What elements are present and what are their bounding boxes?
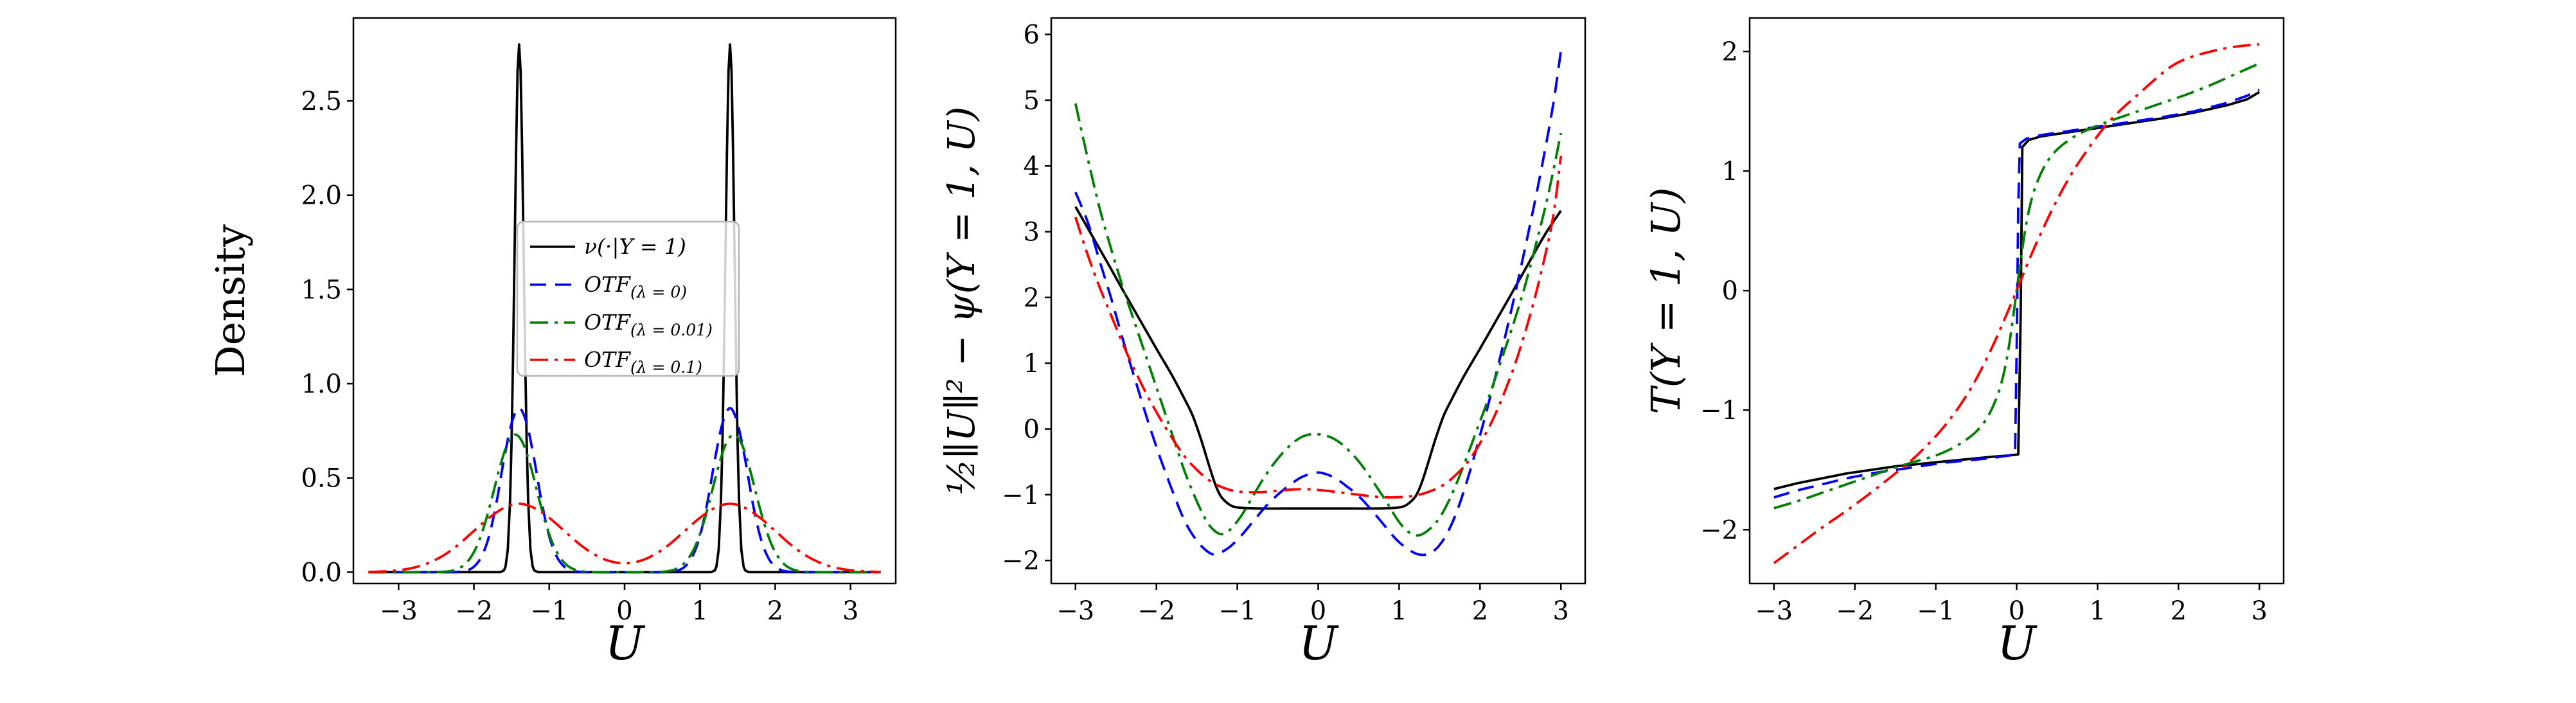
axes-frame	[1748, 17, 2285, 585]
x-tick-label: 0	[1310, 596, 1326, 626]
y-tick-label: 6	[1024, 21, 1040, 50]
potential-panel-series	[1074, 50, 1563, 556]
density-panel: −3 −2 −1 0 1 2 3 0.0 0.5 1.0 1.5 2.0 2.5 U Density ν(·|…	[207, 17, 897, 670]
x-tick-label: 2	[767, 596, 783, 626]
x-tick-label: 3	[2252, 596, 2268, 626]
x-tick-label: 2	[1472, 596, 1488, 626]
series-otf-0	[1074, 50, 1563, 556]
x-tick-label: 1	[2090, 596, 2106, 626]
y-tick-label: −2	[1700, 515, 1738, 545]
y-axis-label: Density	[207, 224, 254, 377]
y-tick-label: 1	[1024, 349, 1040, 378]
y-axis-ticks: −2 −1 0 1 2 3 4 5 6	[1002, 21, 1051, 576]
series-otf-0	[1773, 88, 2261, 499]
y-tick-label: 1.0	[301, 369, 342, 399]
x-tick-label: 3	[1553, 596, 1569, 626]
x-tick-label: 3	[842, 596, 858, 626]
series-otf-001	[368, 433, 881, 574]
y-tick-label: 3	[1024, 218, 1040, 247]
series-otf-01	[368, 503, 881, 573]
y-tick-label: 1.5	[301, 275, 342, 305]
y-tick-label: 0	[1024, 415, 1040, 445]
x-tick-label: −3	[1056, 596, 1094, 626]
potential-panel: −3 −2 −1 0 1 2 3 −2 −1 0 1 2 3 4 5 6 U ½∥U∥² − ψ(Y = 1, U…	[939, 17, 1586, 670]
axes-frame	[1050, 17, 1586, 585]
y-axis-label: T(Y = 1, U)	[1642, 187, 1689, 414]
series-nu	[1074, 206, 1562, 510]
x-tick-label: −2	[455, 596, 493, 626]
series-otf-01	[1773, 43, 2260, 564]
y-tick-label: 4	[1024, 152, 1040, 181]
legend-entry: ν(·|Y = 1)	[530, 234, 686, 259]
x-tick-label: 2	[2171, 596, 2187, 626]
series-otf-001	[1074, 103, 1563, 537]
x-tick-label: −1	[1917, 596, 1955, 626]
x-tick-label: −3	[380, 596, 418, 626]
x-tick-label: 1	[1391, 596, 1407, 626]
y-tick-label: −1	[1700, 396, 1738, 425]
y-axis-ticks: 0.0 0.5 1.0 1.5 2.0 2.5	[301, 87, 353, 587]
x-axis-ticks: −3 −2 −1 0 1 2 3	[380, 583, 858, 626]
y-tick-label: 5	[1024, 86, 1040, 116]
y-tick-label: 2.5	[301, 87, 342, 116]
legend: ν(·|Y = 1)OTF(λ = 0)OTF(λ = 0.01)OTF(λ =…	[516, 220, 740, 377]
y-axis-ticks: −2 −1 0 1 2	[1700, 37, 1750, 545]
transport-panel-series	[1773, 43, 2261, 564]
y-tick-label: −2	[1002, 546, 1040, 576]
y-tick-label: 2	[1024, 283, 1040, 313]
y-tick-label: 2.0	[301, 181, 342, 211]
x-tick-label: −1	[1218, 596, 1256, 626]
x-tick-label: −2	[1836, 596, 1874, 626]
density-panel-series	[368, 43, 881, 574]
y-tick-label: 1	[1722, 157, 1738, 186]
y-tick-label: 0	[1722, 276, 1738, 306]
y-tick-label: 0.0	[301, 558, 342, 587]
series-otf-01	[1074, 156, 1563, 499]
x-axis-label: U	[1997, 616, 2038, 670]
x-tick-label: 0	[616, 596, 632, 626]
x-axis-label: U	[605, 616, 646, 670]
series-otf-0	[368, 407, 881, 574]
series-otf-001	[1773, 62, 2260, 510]
y-tick-label: −1	[1002, 481, 1040, 510]
x-tick-label: 1	[691, 596, 707, 626]
legend-label: ν(·|Y = 1)	[584, 234, 686, 259]
x-tick-label: 0	[2009, 596, 2025, 626]
transport-panel: −3 −2 −1 0 1 2 3 −2 −1 0 1 2 U T(Y = 1, U)	[1642, 17, 2285, 670]
legend-box	[516, 220, 740, 377]
x-axis-ticks: −3 −2 −1 0 1 2 3	[1755, 583, 2268, 626]
x-tick-label: −3	[1755, 596, 1793, 626]
y-tick-label: 0.5	[301, 464, 342, 494]
y-tick-label: 2	[1722, 37, 1738, 67]
y-axis-label: ½∥U∥² − ψ(Y = 1, U)	[939, 107, 983, 495]
x-tick-label: −1	[530, 596, 568, 626]
x-axis-label: U	[1299, 616, 1339, 670]
x-tick-label: −2	[1137, 596, 1175, 626]
x-axis-ticks: −3 −2 −1 0 1 2 3	[1056, 583, 1569, 626]
